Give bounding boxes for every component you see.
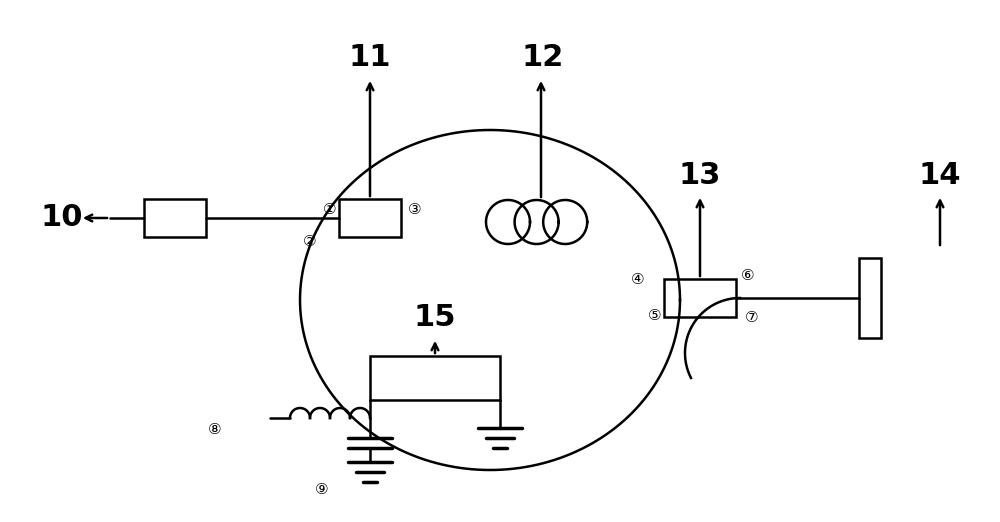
Text: 10: 10 — [41, 204, 83, 232]
Bar — [339, 199, 401, 237]
Bar — [144, 199, 206, 237]
Text: ③: ③ — [408, 203, 422, 218]
Text: ⑥: ⑥ — [741, 267, 755, 282]
Text: 13: 13 — [679, 160, 721, 189]
Text: 14: 14 — [919, 160, 961, 189]
Text: 11: 11 — [349, 43, 391, 73]
Text: 12: 12 — [522, 43, 564, 73]
Bar — [859, 258, 881, 338]
Bar — [664, 279, 736, 317]
Text: 15: 15 — [414, 303, 456, 333]
Text: ⑧: ⑧ — [208, 422, 222, 437]
Text: ⑦: ⑦ — [745, 311, 759, 326]
Text: ⑨: ⑨ — [315, 482, 329, 497]
Text: ④: ④ — [631, 272, 645, 288]
Text: ①: ① — [323, 203, 337, 218]
Text: ②: ② — [303, 234, 317, 250]
Bar — [370, 356, 500, 400]
Text: ⑤: ⑤ — [648, 307, 662, 323]
